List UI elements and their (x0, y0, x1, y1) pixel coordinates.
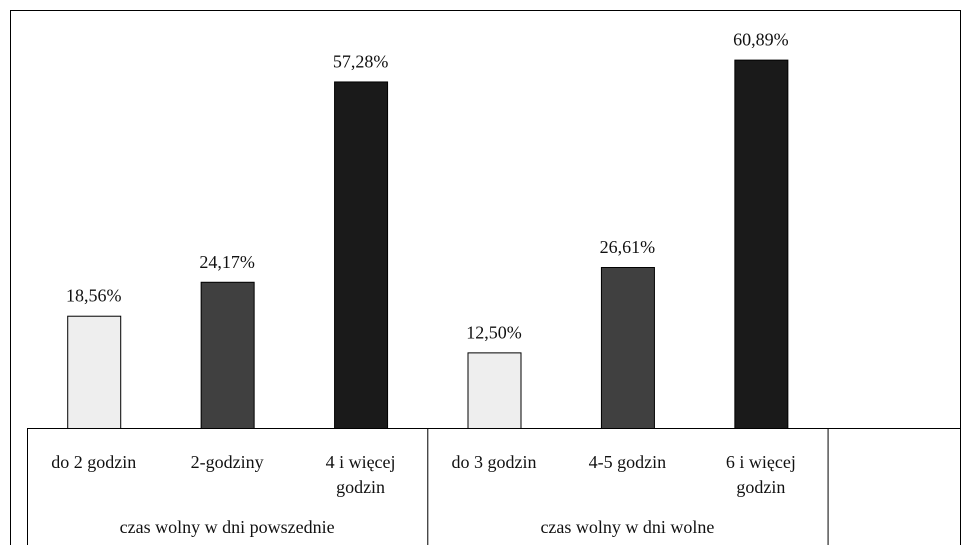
bar (200, 281, 255, 430)
value-label: 57,28% (333, 51, 389, 71)
x-tick-label: 6 i więcej godzin (725, 452, 796, 497)
bar (467, 352, 522, 429)
group-label: czas wolny w dni wolne (540, 517, 715, 537)
value-label: 18,56% (66, 286, 122, 306)
bar (600, 267, 655, 429)
value-label: 60,89% (733, 30, 789, 50)
value-label: 26,61% (600, 237, 656, 257)
x-tick-label: do 3 godzin (451, 452, 537, 472)
bar (734, 59, 789, 429)
x-tick-label: 2-godziny (190, 452, 264, 472)
x-tick-label: 4-5 godzin (588, 452, 667, 472)
bar (67, 315, 122, 430)
value-label: 24,17% (199, 252, 255, 272)
x-tick-label: do 2 godzin (51, 452, 137, 472)
group-label: czas wolny w dni powszednie (119, 517, 335, 537)
value-label: 12,50% (466, 322, 522, 342)
x-tick-label: 4 i więcej godzin (325, 452, 396, 497)
chart-border (10, 10, 961, 545)
bar (334, 81, 389, 430)
